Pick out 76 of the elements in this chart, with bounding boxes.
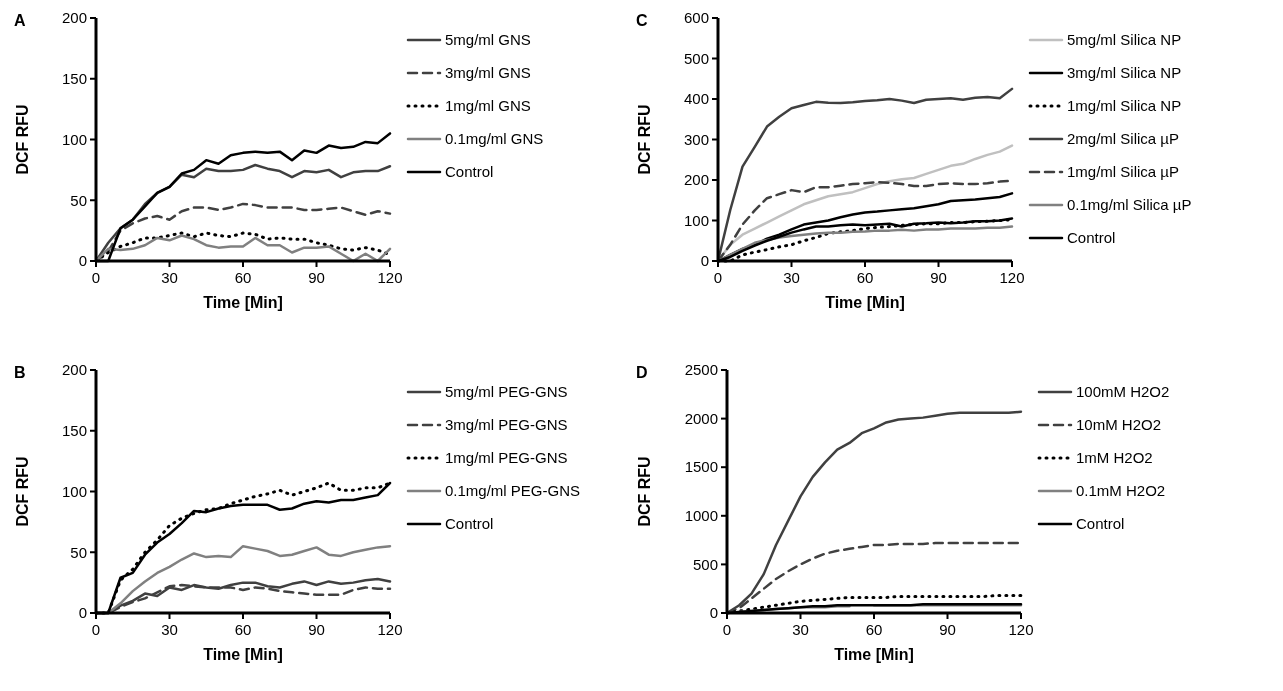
y-tick-label: 150	[61, 70, 87, 87]
legend-label: Control	[1067, 229, 1116, 247]
legend-label: 5mg/ml GNS	[445, 31, 531, 49]
x-tick-label: 120	[999, 269, 1025, 286]
legend-label: 1mM H2O2	[1076, 449, 1153, 467]
x-tick-label: 90	[939, 621, 956, 638]
x-tick-label: 60	[856, 269, 874, 286]
x-tick-label: 30	[161, 621, 178, 638]
legend-label: 10mM H2O2	[1076, 416, 1162, 434]
y-tick-label: 100	[61, 130, 87, 148]
y-tick-label: 1000	[684, 507, 718, 525]
x-tick-label: 0	[91, 269, 101, 286]
x-tick-label: 90	[930, 269, 947, 286]
y-tick-label: 200	[683, 171, 709, 189]
legend-label: 5mg/ml Silica NP	[1067, 31, 1182, 49]
legend-label: 0.1mM H2O2	[1076, 482, 1166, 500]
y-tick-label: 2500	[684, 361, 718, 379]
y-tick-label: 50	[70, 543, 87, 561]
x-tick-label: 30	[783, 269, 800, 286]
y-tick-label: 500	[692, 555, 718, 573]
legend-label: Control	[445, 515, 494, 533]
x-tick-label: 120	[377, 269, 403, 286]
y-tick-label: 0	[78, 604, 87, 622]
y-tick-label: 200	[61, 361, 87, 379]
y-axis-title: DCF RFU	[636, 104, 653, 175]
y-tick-label: 300	[683, 130, 709, 148]
x-tick-label: 90	[308, 269, 325, 286]
legend-label: 5mg/ml PEG-GNS	[445, 383, 568, 401]
legend-label: 1mg/ml Silica µP	[1067, 163, 1180, 181]
y-tick-label: 50	[70, 191, 87, 209]
x-tick-label: 60	[234, 621, 252, 638]
y-tick-label: 150	[61, 422, 87, 439]
legend-label: 0.1mg/ml Silica µP	[1067, 196, 1192, 214]
y-tick-label: 1500	[684, 458, 718, 476]
y-tick-label: 500	[683, 49, 709, 67]
x-tick-label: 0	[91, 621, 101, 638]
legend-label: 0.1mg/ml GNS	[445, 130, 544, 148]
x-tick-label: 90	[308, 621, 325, 638]
x-axis-title: Time [Min]	[203, 646, 283, 663]
y-axis-title: DCF RFU	[14, 456, 31, 527]
legend-label: 2mg/ml Silica µP	[1067, 130, 1180, 148]
legend-label: 3mg/ml Silica NP	[1067, 64, 1182, 82]
y-tick-label: 0	[700, 252, 709, 270]
legend-label: 0.1mg/ml PEG-GNS	[445, 482, 581, 500]
legend-label: Control	[445, 163, 494, 181]
y-tick-label: 0	[78, 252, 87, 270]
chart-title: A	[14, 12, 26, 29]
x-axis-title: Time [Min]	[834, 646, 914, 663]
legend-label: 100mM H2O2	[1076, 383, 1170, 401]
y-tick-label: 100	[683, 211, 709, 229]
chart-title: B	[14, 364, 26, 381]
legend-label: 3mg/ml GNS	[445, 64, 531, 82]
x-tick-label: 0	[722, 621, 732, 638]
chart-title: C	[636, 12, 648, 29]
y-tick-label: 100	[61, 482, 87, 500]
legend-label: 1mg/ml Silica NP	[1067, 97, 1182, 115]
x-tick-label: 60	[234, 269, 252, 286]
legend-label: Control	[1076, 515, 1125, 533]
x-tick-label: 30	[161, 269, 178, 286]
y-tick-label: 400	[683, 90, 709, 108]
y-tick-label: 0	[709, 604, 718, 622]
legend-label: 3mg/ml PEG-GNS	[445, 416, 568, 434]
y-tick-label: 2000	[684, 409, 718, 427]
y-axis-title: DCF RFU	[14, 104, 31, 175]
legend-label: 1mg/ml GNS	[445, 97, 531, 115]
chart-title: D	[636, 364, 648, 381]
y-tick-label: 200	[61, 9, 87, 27]
y-axis-title: DCF RFU	[636, 456, 653, 527]
x-tick-label: 120	[377, 621, 403, 638]
legend-label: 1mg/ml PEG-GNS	[445, 449, 568, 467]
x-tick-label: 60	[865, 621, 883, 638]
x-axis-title: Time [Min]	[825, 294, 905, 311]
x-tick-label: 30	[792, 621, 809, 638]
x-tick-label: 120	[1008, 621, 1034, 638]
y-tick-label: 600	[683, 9, 709, 27]
x-axis-title: Time [Min]	[203, 294, 283, 311]
